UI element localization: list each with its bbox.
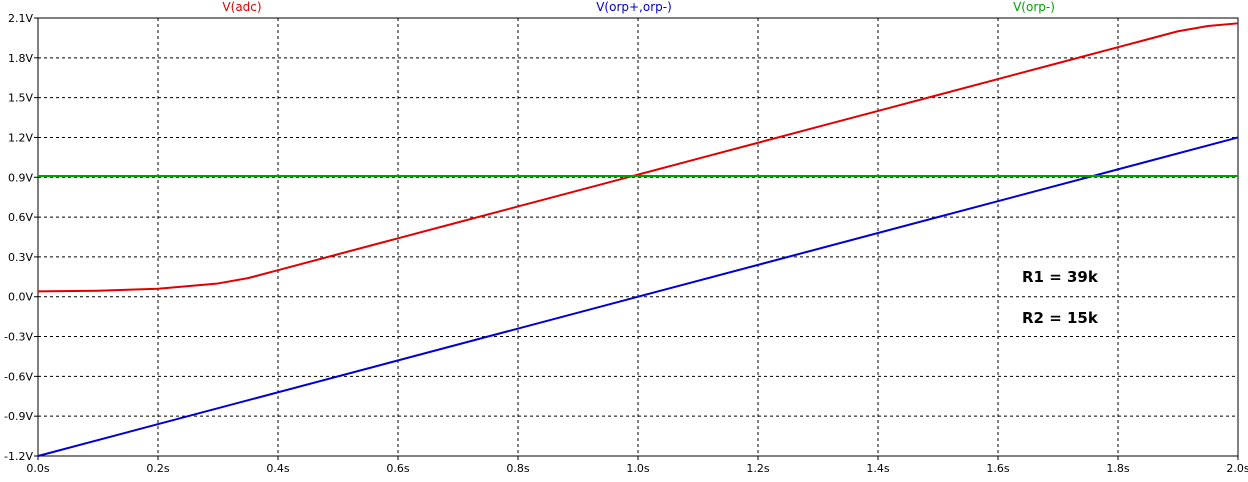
- y-tick-label: 1.2V: [8, 131, 33, 144]
- legend-v-orp-diff: V(orp+,orp-): [596, 0, 672, 14]
- y-tick-label: 2.1V: [8, 12, 33, 25]
- y-tick-label: 1.5V: [8, 92, 33, 105]
- x-tick-label: 0.8s: [506, 462, 529, 475]
- annotation-r2: R2 = 15k: [1022, 309, 1098, 327]
- x-tick-label: 1.6s: [986, 462, 1009, 475]
- y-tick-label: 0.6V: [8, 211, 33, 224]
- y-tick-label: 0.9V: [8, 171, 33, 184]
- annotation-r1: R1 = 39k: [1022, 268, 1098, 286]
- series-line-v-orp-orp: [37, 136, 1239, 457]
- legend-v-adc: V(adc): [222, 0, 262, 14]
- series-line-v-adc: [37, 22, 1239, 293]
- y-tick-label: 1.8V: [8, 52, 33, 65]
- y-tick-label: -0.6V: [4, 370, 33, 383]
- x-tick-label: 0.4s: [266, 462, 289, 475]
- x-tick-label: 2.0s: [1226, 462, 1248, 475]
- y-tick-label: 0.3V: [8, 251, 33, 264]
- y-tick-label: -0.3V: [4, 331, 33, 344]
- x-tick-label: 0.2s: [146, 462, 169, 475]
- x-tick-label: 0.0s: [26, 462, 49, 475]
- x-tick-label: 1.0s: [626, 462, 649, 475]
- y-tick-label: 0.0V: [8, 291, 33, 304]
- y-tick-label: -0.9V: [4, 410, 33, 423]
- x-tick-label: 1.8s: [1106, 462, 1129, 475]
- legend-v-orp-minus: V(orp-): [1013, 0, 1055, 14]
- x-tick-label: 0.6s: [386, 462, 409, 475]
- y-tick-label: -1.2V: [4, 450, 33, 463]
- x-tick-label: 1.2s: [746, 462, 769, 475]
- x-tick-label: 1.4s: [866, 462, 889, 475]
